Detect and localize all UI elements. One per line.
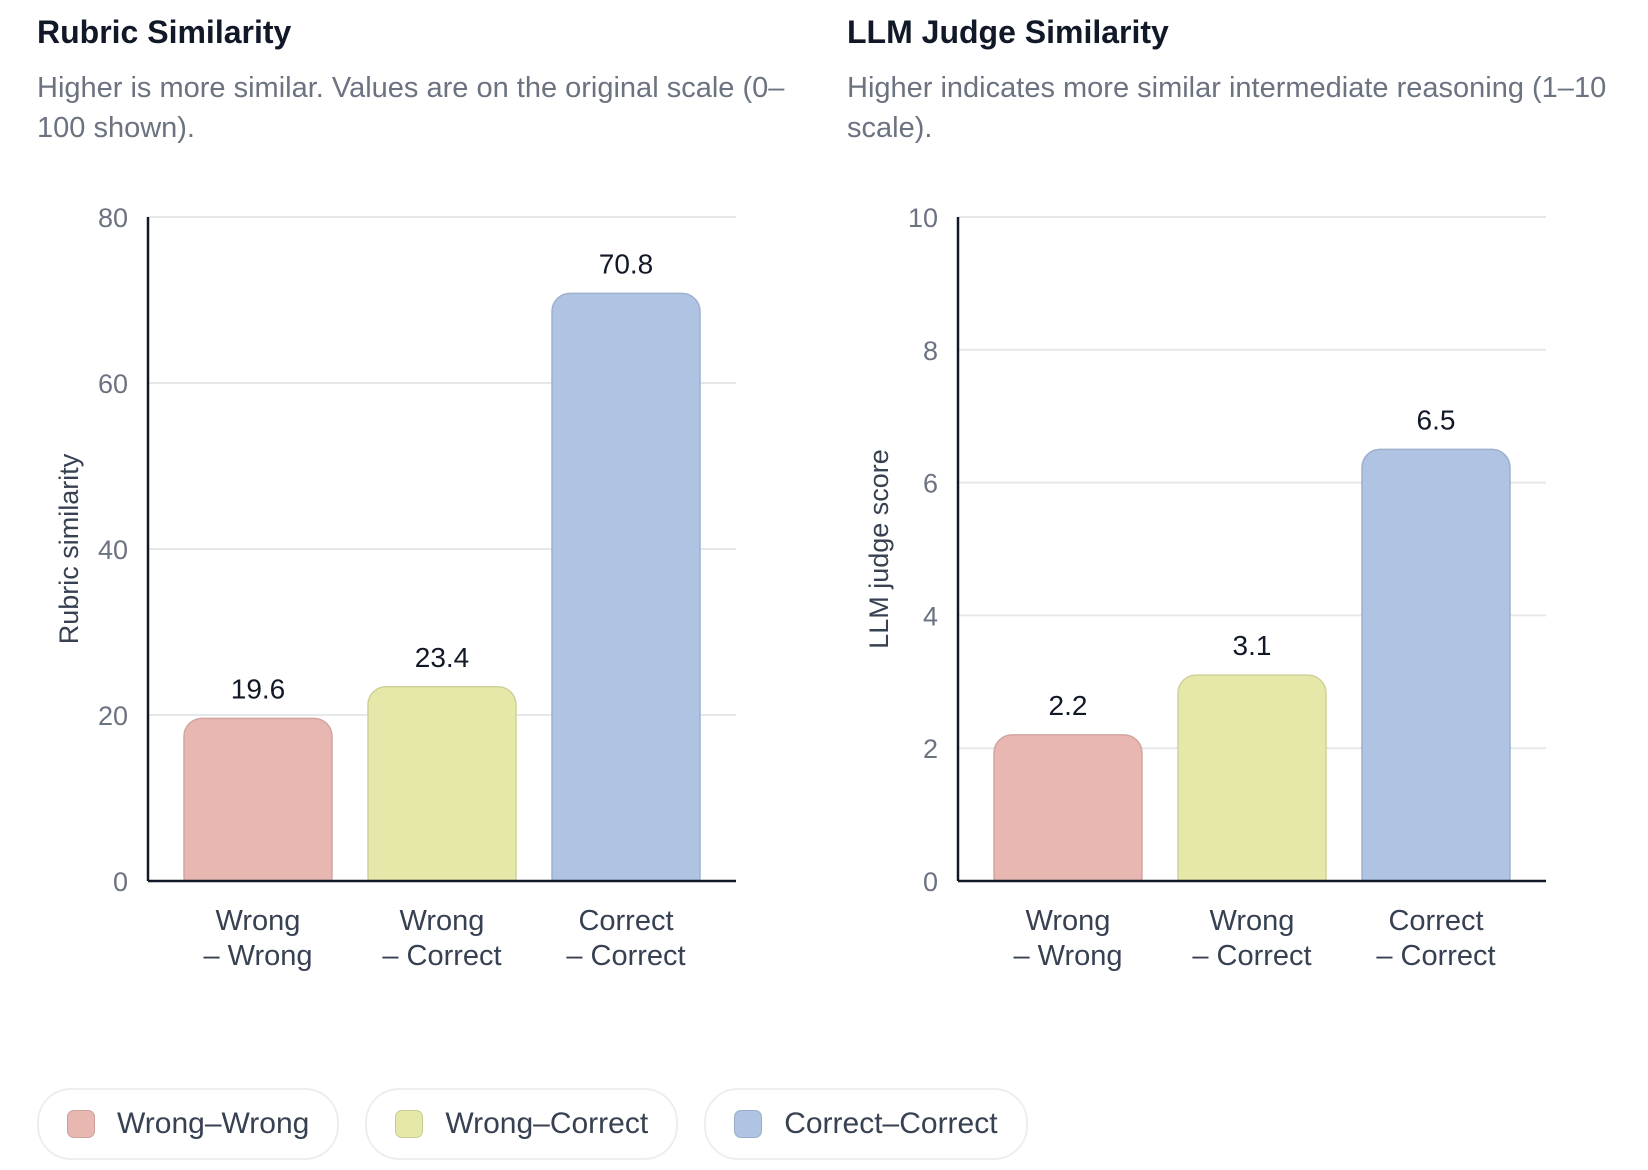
legend-label: Wrong–Wrong [117, 1107, 310, 1140]
y-tick-label: 10 [908, 203, 938, 233]
axis-mask [146, 882, 738, 898]
data-label: 19.6 [231, 673, 286, 704]
x-tick-label: Wrong [216, 905, 301, 937]
legend-item-correct-correct[interactable]: Correct–Correct [704, 1088, 1028, 1160]
data-label: 70.8 [599, 248, 654, 279]
y-tick-label: 4 [923, 601, 938, 631]
y-tick-label: 20 [98, 701, 128, 731]
bar [551, 292, 701, 896]
rubric-chart-panel: Rubric Similarity Higher is more similar… [0, 0, 784, 1060]
x-tick-label: Wrong [400, 905, 485, 937]
llm-judge-chart-panel: LLM Judge Similarity Higher indicates mo… [810, 0, 1606, 1060]
bar [1177, 674, 1327, 896]
y-tick-label: 0 [113, 867, 128, 897]
bar [1361, 448, 1511, 896]
bar [993, 734, 1143, 896]
data-label: 23.4 [415, 642, 470, 673]
bar [183, 717, 333, 896]
chart-title: Rubric Similarity [37, 14, 292, 50]
x-tick-label: – Correct [382, 940, 501, 972]
legend-item-wrong-correct[interactable]: Wrong–Correct [365, 1088, 679, 1160]
legend-swatch [67, 1110, 95, 1138]
y-axis-title: Rubric similarity [54, 453, 84, 644]
x-tick-label: – Wrong [1013, 940, 1122, 972]
bar [367, 686, 517, 896]
y-tick-label: 40 [98, 535, 128, 565]
y-tick-label: 6 [923, 469, 938, 499]
x-tick-label: – Correct [566, 940, 685, 972]
x-tick-label: – Wrong [203, 940, 312, 972]
x-tick-label: – Correct [1376, 940, 1495, 972]
legend-swatch [734, 1110, 763, 1138]
y-tick-label: 2 [923, 734, 938, 764]
chart-subtitle: Higher indicates more similar intermedia… [847, 72, 1607, 144]
legend-item-wrong-wrong[interactable]: Wrong–Wrong [37, 1088, 340, 1160]
legend-swatch [395, 1110, 424, 1138]
x-tick-label: Wrong [1026, 905, 1111, 937]
data-label: 6.5 [1417, 404, 1456, 435]
y-tick-label: 0 [923, 867, 938, 897]
data-label: 3.1 [1233, 630, 1272, 661]
x-tick-label: – Correct [1192, 940, 1311, 972]
x-tick-label: Wrong [1210, 905, 1295, 937]
y-tick-label: 80 [98, 203, 128, 233]
x-tick-label: Correct [578, 905, 673, 937]
y-axis-title: LLM judge score [864, 449, 894, 649]
y-tick-label: 60 [98, 369, 128, 399]
axis-mask [956, 882, 1548, 898]
data-label: 2.2 [1049, 690, 1088, 721]
chart-subtitle: Higher is more similar. Values are on th… [37, 72, 785, 144]
x-tick-label: Correct [1388, 905, 1483, 937]
y-tick-label: 8 [923, 336, 938, 366]
chart-title: LLM Judge Similarity [847, 14, 1169, 50]
legend: Wrong–Wrong Wrong–Correct Correct–Correc… [37, 1088, 1028, 1160]
legend-label: Correct–Correct [784, 1107, 998, 1140]
legend-label: Wrong–Correct [445, 1107, 649, 1140]
